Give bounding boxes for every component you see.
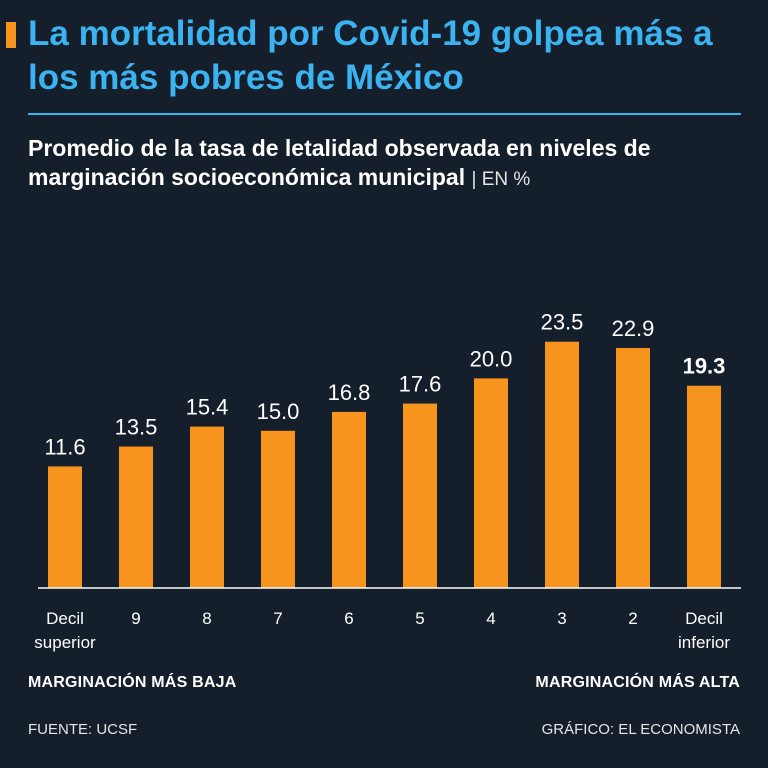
low-marginalization-label: MARGINACIÓN MÁS BAJA xyxy=(28,674,237,691)
category-tick-label: Decil inferior xyxy=(678,609,730,652)
bar xyxy=(403,403,437,588)
bar xyxy=(332,411,366,588)
bar xyxy=(545,341,579,588)
bar-value-label: 16.8 xyxy=(328,380,371,405)
title-divider xyxy=(28,113,741,115)
chart-subtitle-text: Promedio de la tasa de letalidad observa… xyxy=(28,135,651,190)
title-accent-bar xyxy=(6,22,16,48)
category-tick-label: 5 xyxy=(415,609,424,628)
bar xyxy=(190,426,224,588)
bar-value-label: 15.0 xyxy=(257,399,300,424)
bar-value-label: 11.6 xyxy=(44,434,85,459)
category-tick-label: 7 xyxy=(273,609,282,628)
bar-chart: 11.6 Decil superior 13.5 9 15.4 8 15.0 7 16.8 6 17.… xyxy=(34,310,741,652)
bar-value-label: 19.3 xyxy=(683,354,726,379)
bar-value-label: 17.6 xyxy=(399,372,442,397)
bar-value-label: 23.5 xyxy=(541,310,584,335)
category-tick-label: 3 xyxy=(557,609,566,628)
bar xyxy=(474,378,508,588)
bar xyxy=(48,466,82,588)
category-tick-label: 8 xyxy=(202,609,211,628)
unit-label: | EN % xyxy=(471,169,531,190)
source-note: FUENTE: UCSF xyxy=(28,721,138,738)
high-marginalization-label: MARGINACIÓN MÁS ALTA xyxy=(535,674,740,691)
bar xyxy=(119,446,153,588)
category-tick-label: 9 xyxy=(131,609,140,628)
page-title: La mortalidad por Covid-19 golpea más a … xyxy=(28,14,713,97)
bar-value-label: 22.9 xyxy=(612,316,655,341)
category-tick-label: 2 xyxy=(628,609,637,628)
chart-subtitle: Promedio de la tasa de letalidad observa… xyxy=(28,134,748,194)
bar xyxy=(261,430,295,588)
category-tick-label: 6 xyxy=(344,609,353,628)
bar-value-label: 20.0 xyxy=(470,346,513,371)
credit-note: GRÁFICO: EL ECONOMISTA xyxy=(541,721,740,738)
category-tick-label: Decil superior xyxy=(34,609,96,652)
bar xyxy=(687,385,721,588)
bar-value-label: 13.5 xyxy=(115,415,158,440)
category-tick-label: 4 xyxy=(486,609,495,628)
bar xyxy=(616,348,650,588)
bar-value-label: 15.4 xyxy=(186,395,229,420)
